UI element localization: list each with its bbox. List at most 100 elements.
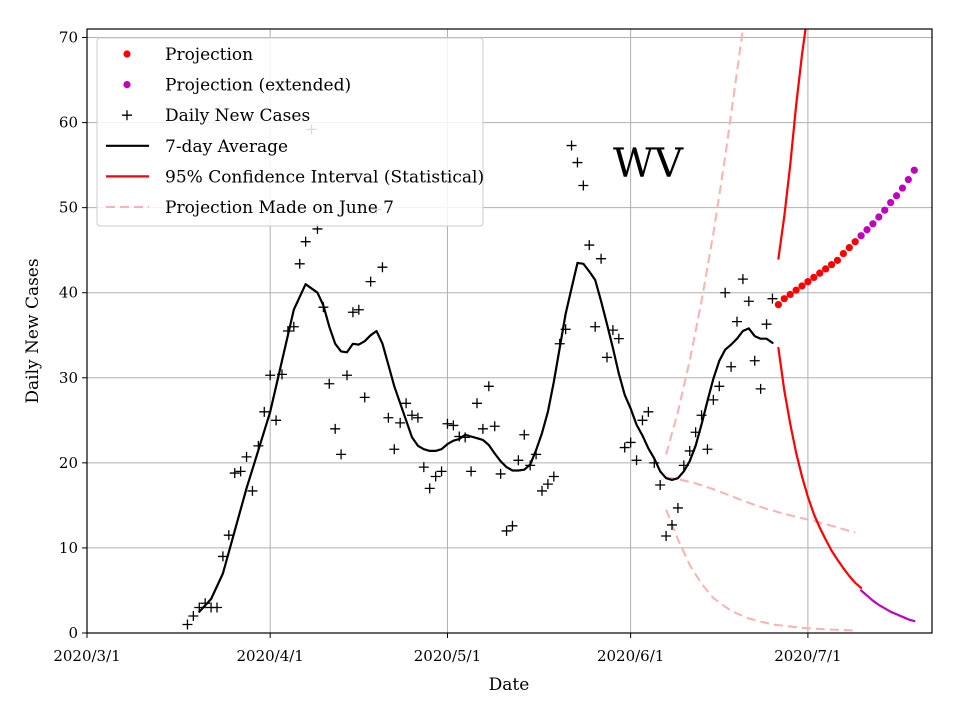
plus-point [448,420,459,431]
plus-point [755,383,766,394]
dot-point [887,198,895,207]
y-tick-label: 40 [59,284,78,302]
dot-point [869,220,877,228]
plus-point [678,460,689,471]
series-7-day-average [198,261,774,613]
y-tick-label: 50 [59,199,78,217]
plus-point [294,258,305,269]
series-projection-made-on-june-7 [665,476,856,534]
plus-point [643,406,654,417]
plus-point [318,302,329,313]
series-projection-extended- [857,166,918,240]
plus-point [726,361,737,372]
dot-point [910,166,918,174]
plus-point [548,471,559,482]
plus-point [607,325,618,336]
y-tick-label: 10 [59,539,78,557]
y-axis-ticks: 0 10 20 30 40 50 60 70 [59,29,87,642]
plus-point [300,236,311,247]
plus-point [407,410,417,421]
plus-point [442,418,453,429]
plus-point [720,287,731,298]
plus-point [217,551,228,562]
dot-point [875,213,883,221]
plus-point [637,415,648,426]
plus-point [655,479,666,490]
plus-point [395,417,406,428]
legend-entry-projection: Projection [123,45,253,65]
plus-point [767,293,778,304]
dot-point [892,192,901,200]
plus-point [590,321,601,332]
plus-point [661,531,672,542]
dot-point [857,232,865,240]
legend-label: 95% Confidence Interval (Statistical) [165,167,484,187]
legend-label: Projection Made on June 7 [165,198,394,218]
plus-point [288,321,299,332]
plus-point [684,445,695,456]
series-june-7-ci-upper [665,29,744,455]
plus-point [466,466,477,477]
legend-label: Projection [165,45,253,65]
plus-point [566,140,577,151]
plus-point [584,240,595,251]
plus-point [696,410,707,421]
series-daily-new-cases [182,124,778,630]
dot-point [898,184,907,192]
dashed-line-mark [665,29,744,455]
dot-point [881,206,889,214]
plus-point [572,157,583,168]
plus-point [649,457,660,468]
dot-point [810,273,818,282]
plus-point [247,485,258,496]
plus-point [495,468,506,479]
plus-point [631,455,642,466]
plus-point [483,381,494,392]
plus-point [472,398,482,409]
plus-point [732,316,742,327]
plus-point [200,598,211,609]
plus-point [359,392,370,403]
x-tick-label: 2020/6/1 [597,647,664,665]
plus-point [347,307,358,318]
plus-point [708,394,719,405]
plus-point [625,437,636,448]
plus-point [531,449,542,460]
plus-point [454,431,465,442]
plus-point [365,276,376,287]
plus-point [188,610,199,621]
plus-point [460,432,471,443]
plus-point [259,406,270,417]
dot-point [804,278,812,286]
y-tick-label: 60 [59,114,78,132]
plus-point [265,370,276,381]
dot-point [798,282,806,290]
legend-dot-icon [123,50,131,58]
plus-point [383,412,394,423]
dot-point [816,269,824,277]
plus-point [507,520,518,531]
plus-point [761,319,772,330]
plus-point [194,602,205,613]
legend-entry-ci: 95% Confidence Interval (Statistical) [106,167,484,187]
legend-entry-projection_ext: Projection (extended) [123,76,351,96]
x-tick-label: 2020/5/1 [414,647,481,665]
plus-point [229,468,240,479]
plus-point [672,502,683,513]
dot-point [827,261,836,269]
legend-plus-icon [122,110,132,121]
line-mark [198,261,774,613]
dashed-line-mark [665,509,856,632]
plus-point [330,423,341,434]
line-mark [777,29,807,260]
plus-point [353,304,364,315]
legend: Projection Projection (extended) Daily New… [96,37,484,227]
plus-point [241,451,252,462]
dot-point [863,226,871,234]
dot-point [851,238,859,246]
line-mark [860,589,916,623]
plus-point [560,324,571,335]
plus-point [377,262,388,273]
x-tick-label: 2020/3/1 [53,647,120,665]
plus-point [282,326,293,336]
